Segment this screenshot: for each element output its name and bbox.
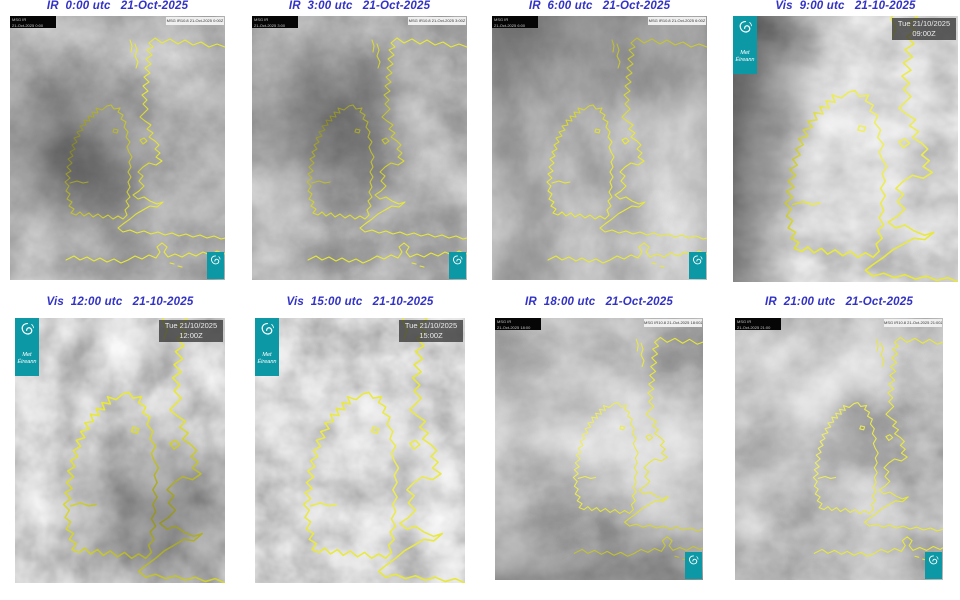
satellite-image-vis-0900[interactable]: Met Éireann Tue 21/10/2025 09:00Z [733, 16, 958, 282]
met-eireann-logo-icon [207, 252, 224, 279]
timestamp-date: Tue 21/10/2025 [164, 321, 218, 330]
panel-caption: IR 0:00 utc 21-Oct-2025 [46, 0, 189, 12]
met-eireann-logo-icon [925, 552, 942, 579]
met-eireann-logo-line2: Éireann [17, 358, 37, 365]
panel-caption: IR 3:00 utc 21-Oct-2025 [288, 0, 431, 12]
cloud-texture [733, 16, 958, 282]
satellite-panel-ir-2100: IR 21:00 utc 21-Oct-2025 MSG IR 21-Oct-2… [735, 296, 943, 580]
cloud-texture [735, 318, 943, 580]
cloud-texture [492, 16, 707, 280]
satellite-panel-ir-0600: IR 6:00 utc 21-Oct-2025 MSG IR 21-Oct-20… [492, 0, 707, 280]
satellite-panel-vis-1200: Vis 12:00 utc 21-10-2025 Met Éireann Tue… [15, 296, 225, 583]
ir-satellite-strip: MSG IR10.8 21-Oct-2025 18:00Z [644, 319, 702, 327]
met-eireann-logo-line1: Met [22, 352, 32, 358]
ir-header-tag: MSG IR 21-Oct-2025 6:00 [492, 16, 538, 28]
satellite-panel-vis-1500: Vis 15:00 utc 21-10-2025 Met Éireann Tue… [255, 296, 465, 583]
satellite-image-vis-1500[interactable]: Met Éireann Tue 21/10/2025 15:00Z [255, 318, 465, 583]
panel-caption: Vis 12:00 utc 21-10-2025 [46, 296, 194, 308]
ir-header-tag: MSG IR 21-Oct-2025 3:00 [252, 16, 298, 28]
panel-caption: IR 18:00 utc 21-Oct-2025 [525, 296, 673, 308]
met-eireann-swirl-icon [739, 20, 752, 33]
ir-header-tag-line2: 21-Oct-2025 6:00 [494, 22, 526, 28]
met-eireann-logo-line1: Met [740, 50, 750, 56]
satellite-panel-vis-0900: Vis 9:00 utc 21-10-2025 Met Éireann Tue … [733, 0, 958, 282]
satellite-image-ir-0000[interactable]: MSG IR 21-Oct-2025 0:00 MSG IR10.8 21-Oc… [10, 16, 225, 280]
ir-satellite-strip: MSG IR10.8 21-Oct-2025 0:00Z [166, 17, 224, 25]
cloud-texture [495, 318, 703, 580]
ir-header-tag: MSG IR 21-Oct-2025 18:00 [495, 318, 541, 330]
panel-caption: IR 6:00 utc 21-Oct-2025 [528, 0, 671, 12]
cloud-texture [15, 318, 225, 583]
met-eireann-logo-icon [689, 252, 706, 279]
panel-caption: Vis 9:00 utc 21-10-2025 [775, 0, 916, 12]
met-eireann-logo-icon [685, 552, 702, 579]
met-eireann-logo: Met Éireann [15, 318, 39, 376]
satellite-panel-ir-0000: IR 0:00 utc 21-Oct-2025 MSG IR 21-Oct-20… [10, 0, 225, 280]
satellite-image-ir-0600[interactable]: MSG IR 21-Oct-2025 6:00 MSG IR10.8 21-Oc… [492, 16, 707, 280]
cloud-texture [10, 16, 225, 280]
panel-caption: IR 21:00 utc 21-Oct-2025 [765, 296, 913, 308]
ir-satellite-strip: MSG IR10.8 21-Oct-2025 6:00Z [648, 17, 706, 25]
ir-header-tag-line2: 21-Oct-2025 18:00 [497, 324, 531, 330]
panel-caption: Vis 15:00 utc 21-10-2025 [286, 296, 434, 308]
timestamp-date: Tue 21/10/2025 [897, 19, 951, 28]
met-eireann-swirl-icon [21, 322, 34, 335]
ir-header-tag-line1: MSG IR [254, 17, 269, 22]
ir-header-tag-line1: MSG IR [497, 319, 512, 324]
timestamp-overlay: Tue 21/10/2025 12:00Z [159, 320, 223, 342]
satellite-panel-ir-0300: IR 3:00 utc 21-Oct-2025 MSG IR 21-Oct-20… [252, 0, 467, 280]
met-eireann-logo-line2: Éireann [735, 56, 755, 63]
ir-header-tag-line2: 21-Oct-2025 21:00 [737, 324, 771, 330]
cloud-texture [255, 318, 465, 583]
timestamp-date: Tue 21/10/2025 [404, 321, 458, 330]
met-eireann-swirl-icon [261, 322, 274, 335]
cloud-texture [252, 16, 467, 280]
timestamp-overlay: Tue 21/10/2025 15:00Z [399, 320, 463, 342]
timestamp-time: 12:00Z [179, 331, 203, 340]
ir-header-tag-line1: MSG IR [12, 17, 27, 22]
timestamp-time: 09:00Z [912, 29, 936, 38]
ir-header-tag-line2: 21-Oct-2025 0:00 [12, 22, 44, 28]
met-eireann-logo: Met Éireann [733, 16, 757, 74]
satellite-panel-ir-1800: IR 18:00 utc 21-Oct-2025 MSG IR 21-Oct-2… [495, 296, 703, 580]
ir-satellite-strip: MSG IR10.8 21-Oct-2025 3:00Z [408, 17, 466, 25]
timestamp-overlay: Tue 21/10/2025 09:00Z [892, 18, 956, 40]
ir-header-tag-line1: MSG IR [737, 319, 752, 324]
ir-satellite-strip: MSG IR10.8 21-Oct-2025 21:00Z [884, 319, 942, 327]
ir-header-tag: MSG IR 21-Oct-2025 0:00 [10, 16, 56, 28]
ir-header-tag-line2: 21-Oct-2025 3:00 [254, 22, 286, 28]
met-eireann-logo-line1: Met [262, 352, 272, 358]
ir-header-tag: MSG IR 21-Oct-2025 21:00 [735, 318, 781, 330]
met-eireann-logo-icon [449, 252, 466, 279]
satellite-image-vis-1200[interactable]: Met Éireann Tue 21/10/2025 12:00Z [15, 318, 225, 583]
met-eireann-logo: Met Éireann [255, 318, 279, 376]
satellite-image-ir-0300[interactable]: MSG IR 21-Oct-2025 3:00 MSG IR10.8 21-Oc… [252, 16, 467, 280]
satellite-image-ir-1800[interactable]: MSG IR 21-Oct-2025 18:00 MSG IR10.8 21-O… [495, 318, 703, 580]
met-eireann-logo-line2: Éireann [257, 358, 277, 365]
timestamp-time: 15:00Z [419, 331, 443, 340]
ir-header-tag-line1: MSG IR [494, 17, 509, 22]
satellite-image-ir-2100[interactable]: MSG IR 21-Oct-2025 21:00 MSG IR10.8 21-O… [735, 318, 943, 580]
